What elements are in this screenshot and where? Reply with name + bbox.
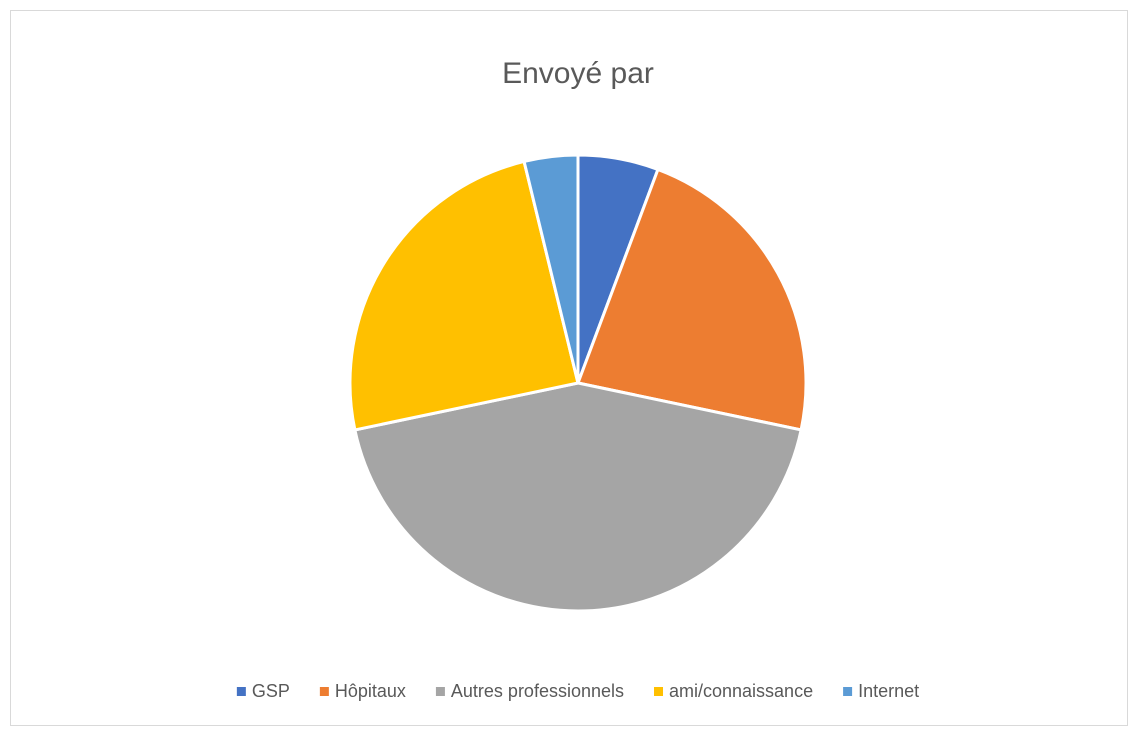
legend-label: ami/connaissance bbox=[669, 681, 813, 701]
legend-swatch bbox=[843, 687, 853, 696]
legend-swatch bbox=[435, 687, 445, 696]
legend-swatch bbox=[236, 687, 246, 696]
chart-title: Envoyé par bbox=[502, 57, 654, 90]
pie-slice bbox=[348, 159, 580, 432]
pie-slice bbox=[353, 381, 803, 613]
legend-label: Internet bbox=[858, 681, 919, 701]
legend-swatch bbox=[319, 687, 329, 696]
pie-slice bbox=[522, 153, 580, 384]
legend-label: Autres professionnels bbox=[451, 681, 624, 701]
legend-label: GSP bbox=[252, 681, 290, 701]
pie-slice bbox=[575, 167, 808, 432]
legend-label: Hôpitaux bbox=[335, 681, 406, 701]
legend-swatch bbox=[654, 687, 664, 696]
